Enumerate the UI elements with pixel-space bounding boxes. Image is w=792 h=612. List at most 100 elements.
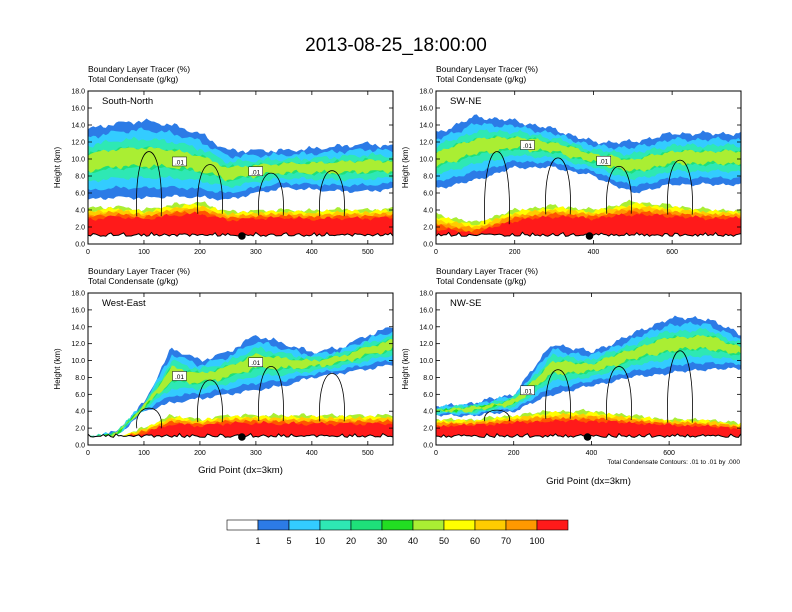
x-tick-label: 500 xyxy=(362,450,374,457)
x-tick-label: 400 xyxy=(306,450,318,457)
y-tick-label: 12.0 xyxy=(419,140,433,147)
condensate-contour xyxy=(197,164,223,214)
contour-footnote: Total Condensate Contours: .01 to .01 by… xyxy=(607,459,740,466)
contour-label-box xyxy=(248,166,263,177)
colorbar-swatch-70 xyxy=(505,519,538,531)
colorbar-swatch-white xyxy=(226,519,259,531)
x-axis-label: Grid Point (dx=3km) xyxy=(546,476,631,487)
colorbar-label: 20 xyxy=(346,536,356,546)
colorbar-swatch-30 xyxy=(381,519,414,531)
panels: .01 .01 0.0 2.0 4.0 6.0 8.0 10.0 12.0 14.0 16.0 18.… xyxy=(53,64,742,487)
location-marker xyxy=(585,232,594,240)
condensate-contour xyxy=(484,409,510,422)
y-tick-label: 14.0 xyxy=(419,324,433,331)
y-tick-label: 18.0 xyxy=(419,89,433,96)
subtitle-tracer: Boundary Layer Tracer (%) xyxy=(88,64,190,74)
y-tick-label: 8.0 xyxy=(75,174,85,181)
colorbar-label: 40 xyxy=(408,536,418,546)
y-tick-label: 8.0 xyxy=(423,375,433,382)
y-tick-label: 18.0 xyxy=(71,291,85,298)
y-tick-label: 8.0 xyxy=(75,375,85,382)
y-tick-label: 2.0 xyxy=(75,225,85,232)
location-marker xyxy=(583,433,592,441)
y-axis-label: Height (km) xyxy=(53,348,62,390)
tracer-band-5 xyxy=(436,136,741,172)
x-tick-label: 100 xyxy=(138,450,150,457)
contour-label: .01 xyxy=(523,143,532,150)
panel-label: West-East xyxy=(102,298,146,309)
x-tick-label: 100 xyxy=(138,249,150,256)
x-tick-label: 0 xyxy=(86,450,90,457)
subtitle-tracer: Boundary Layer Tracer (%) xyxy=(436,266,538,276)
contour-label-box xyxy=(520,140,535,150)
x-tick-label: 400 xyxy=(306,249,318,256)
condensate-contour xyxy=(136,407,162,429)
contour-label: .01 xyxy=(175,374,184,381)
x-tick-label: 200 xyxy=(194,450,206,457)
condensate-contour xyxy=(258,366,284,422)
y-tick-label: 14.0 xyxy=(71,123,85,130)
colorbar-swatch-20 xyxy=(350,519,383,531)
colorbar-label: 5 xyxy=(286,536,291,546)
colorbar-label: 70 xyxy=(501,536,511,546)
condensate-contour xyxy=(667,159,693,215)
y-tick-label: 10.0 xyxy=(419,358,433,365)
colorbar: 1 5 10 20 30 40 50 60 70 100 xyxy=(226,519,569,546)
colorbar-label: 50 xyxy=(439,536,449,546)
y-axis-label: Height (km) xyxy=(401,348,410,390)
plot-area: .01 .01 xyxy=(88,91,393,244)
y-tick-label: 6.0 xyxy=(75,191,85,198)
plot-frame xyxy=(435,292,742,446)
colorbar-swatch-50 xyxy=(443,519,476,531)
contour-label-box xyxy=(596,155,611,166)
x-tick-label: 0 xyxy=(434,450,438,457)
y-tick-label: 2.0 xyxy=(423,225,433,232)
y-tick-label: 6.0 xyxy=(423,392,433,399)
x-tick-label: 400 xyxy=(586,450,598,457)
contour-label: .01 xyxy=(175,159,184,166)
x-tick-label: 200 xyxy=(509,249,521,256)
panel-nw-se: .01 0.0 2.0 4.0 6.0 8.0 10.0 12.0 14.0 16.0 18.0 0 2… xyxy=(401,266,742,487)
subtitle-condensate: Total Condensate (g/kg) xyxy=(88,276,178,286)
panel-south-north: .01 .01 0.0 2.0 4.0 6.0 8.0 10.0 12.0 14.0 16.0 18.… xyxy=(53,64,394,256)
x-tick-label: 400 xyxy=(588,249,600,256)
y-tick-label: 16.0 xyxy=(419,307,433,314)
condensate-contour xyxy=(197,379,223,423)
colorbar-label: 60 xyxy=(470,536,480,546)
tracer-band-5 xyxy=(88,147,393,182)
location-marker xyxy=(238,433,246,441)
plot-area: .01 .01 xyxy=(88,293,393,445)
condensate-contour xyxy=(319,170,345,217)
x-tick-label: 300 xyxy=(250,249,262,256)
colorbar-swatch-1 xyxy=(257,519,290,531)
figure-title: 2013-08-25_18:00:00 xyxy=(305,35,487,56)
y-tick-label: 6.0 xyxy=(423,191,433,198)
plot-area: .01 .01 xyxy=(436,91,741,244)
location-marker xyxy=(238,232,246,240)
colorbar-swatch-10 xyxy=(319,519,352,531)
condensate-contour xyxy=(606,166,632,214)
contour-label: .01 xyxy=(251,169,260,176)
contour-label-box xyxy=(172,371,187,381)
contour-label-box xyxy=(520,385,535,396)
y-tick-label: 6.0 xyxy=(75,392,85,399)
panel-west-east: .01 .01 0.0 2.0 4.0 6.0 8.0 10.0 12.0 14.0 16.0 18.… xyxy=(53,266,394,476)
y-tick-label: 0.0 xyxy=(75,443,85,450)
y-tick-label: 14.0 xyxy=(71,324,85,331)
y-tick-label: 12.0 xyxy=(71,341,85,348)
contour-label: .01 xyxy=(523,388,532,395)
condensate-contour xyxy=(606,366,632,421)
subtitle-condensate: Total Condensate (g/kg) xyxy=(436,276,526,286)
y-tick-label: 2.0 xyxy=(423,426,433,433)
colorbar-label: 10 xyxy=(315,536,325,546)
y-tick-label: 14.0 xyxy=(419,123,433,130)
colorbar-label: 30 xyxy=(377,536,387,546)
plot-frame xyxy=(87,90,394,245)
x-tick-label: 0 xyxy=(434,249,438,256)
plot-frame xyxy=(87,292,394,446)
y-tick-label: 10.0 xyxy=(71,157,85,164)
y-tick-label: 18.0 xyxy=(419,291,433,298)
y-tick-label: 0.0 xyxy=(75,242,85,249)
contour-label: .01 xyxy=(251,360,260,367)
